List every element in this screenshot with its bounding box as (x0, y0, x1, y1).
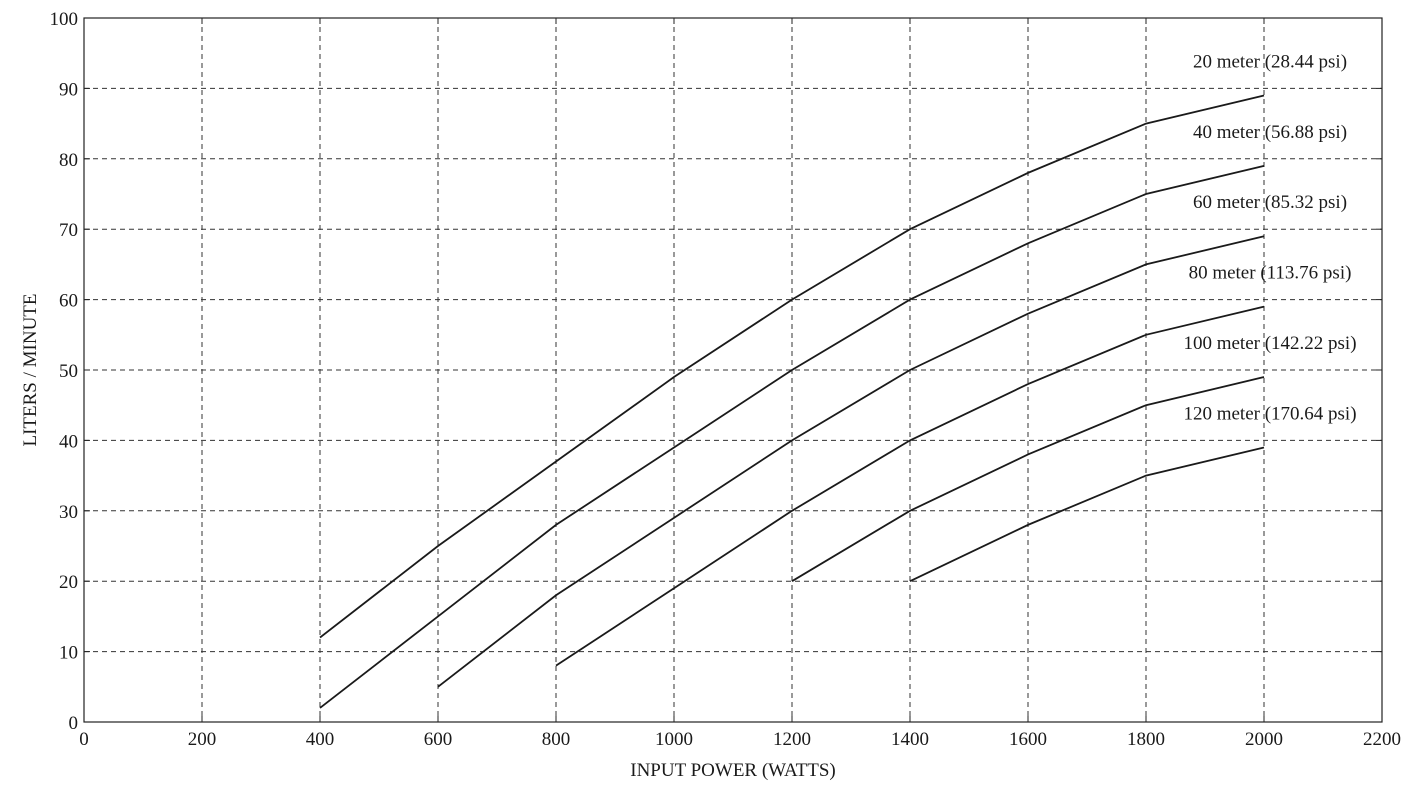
y-tick-label: 10 (59, 643, 78, 664)
x-tick-label: 2000 (1245, 729, 1283, 750)
x-tick-label: 1600 (1009, 729, 1047, 750)
x-tick-label: 2200 (1363, 729, 1401, 750)
x-axis-label: INPUT POWER (WATTS) (630, 760, 835, 781)
y-tick-label: 60 (59, 291, 78, 312)
series-line-5 (791, 376, 1265, 582)
y-tick-label: 90 (59, 79, 78, 100)
x-tick-label: 1800 (1127, 729, 1165, 750)
y-axis-label: LITERS / MINUTE (20, 293, 41, 446)
x-tick-label: 1400 (891, 729, 929, 750)
series-line-3 (437, 235, 1265, 688)
y-axis-ticks: 0 10 20 30 40 50 60 70 80 90 100 (50, 9, 1382, 734)
series-line-2 (319, 164, 1265, 709)
x-tick-label: 400 (306, 729, 335, 750)
series-label-1: 20 meter (28.44 psi) (1193, 51, 1347, 72)
y-tick-label: 40 (59, 431, 78, 452)
series-label-6: 120 meter (170.64 psi) (1183, 403, 1356, 424)
y-tick-label: 70 (59, 220, 78, 241)
y-tick-label: 100 (50, 9, 79, 30)
series-label-5: 100 meter (142.22 psi) (1183, 333, 1356, 354)
y-tick-label: 50 (59, 361, 78, 382)
series-label-3: 60 meter (85.32 psi) (1193, 192, 1347, 213)
x-axis-ticks: 0 200 400 600 800 1000 1200 1400 1600 1800 2000 220… (79, 18, 1401, 750)
x-tick-label: 1000 (655, 729, 693, 750)
x-tick-label: 800 (542, 729, 571, 750)
x-tick-label: 600 (424, 729, 453, 750)
series-labels: 20 meter (28.44 psi) 40 meter (56.88 psi)… (1183, 51, 1356, 424)
y-tick-label: 80 (59, 150, 78, 171)
series-line-6 (909, 446, 1265, 583)
x-tick-label: 1200 (773, 729, 811, 750)
x-tick-label: 0 (79, 729, 89, 750)
series-lines (319, 94, 1265, 709)
grid (84, 18, 1382, 722)
series-line-4 (555, 305, 1265, 667)
x-tick-label: 200 (188, 729, 217, 750)
y-tick-label: 30 (59, 502, 78, 523)
y-tick-label: 20 (59, 572, 78, 593)
series-line-1 (319, 94, 1265, 639)
series-label-4: 80 meter (113.76 psi) (1189, 263, 1352, 284)
y-tick-label: 0 (69, 713, 79, 734)
series-label-2: 40 meter (56.88 psi) (1193, 122, 1347, 143)
